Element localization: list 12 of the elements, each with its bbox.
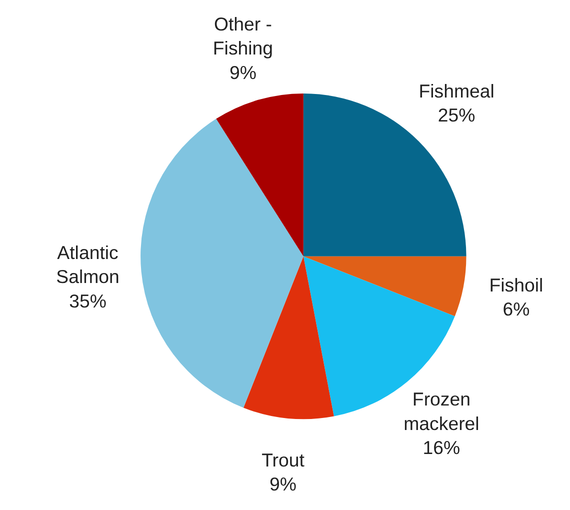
data-label: 9% xyxy=(270,474,297,495)
slice-label: Fishmeal xyxy=(418,80,494,102)
data-label: 6% xyxy=(502,298,530,320)
slice-label: Other - Fishing xyxy=(212,14,274,59)
data-label: 16% xyxy=(422,436,460,458)
slice-label: Fishoil xyxy=(489,274,544,296)
slice-label: Atlantic Salmon xyxy=(56,242,120,288)
data-label: 25% xyxy=(438,104,476,126)
slice-label: Frozen mackerel xyxy=(404,388,480,434)
slice-label: Trout xyxy=(262,449,306,470)
data-label: 35% xyxy=(69,290,106,312)
data-label: 9% xyxy=(230,62,256,83)
